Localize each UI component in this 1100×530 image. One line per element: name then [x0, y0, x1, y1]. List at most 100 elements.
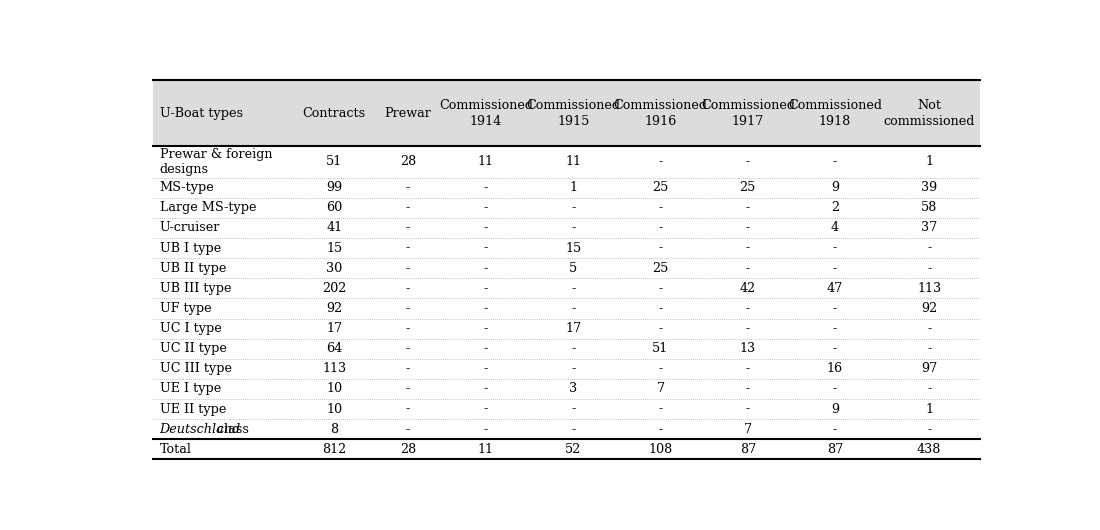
Text: -: - — [571, 201, 575, 214]
Text: 15: 15 — [565, 242, 581, 254]
Text: Commissioned
1917: Commissioned 1917 — [701, 99, 795, 128]
Text: -: - — [484, 242, 488, 254]
Text: 92: 92 — [327, 302, 342, 315]
Text: UF type: UF type — [160, 302, 211, 315]
Text: 64: 64 — [327, 342, 342, 355]
Text: -: - — [659, 242, 662, 254]
Text: -: - — [833, 262, 837, 275]
Text: -: - — [484, 423, 488, 436]
Text: -: - — [746, 242, 750, 254]
Text: -: - — [406, 282, 410, 295]
Text: U-Boat types: U-Boat types — [160, 107, 243, 120]
Text: 51: 51 — [327, 155, 342, 169]
Text: -: - — [406, 403, 410, 416]
Text: -: - — [406, 383, 410, 395]
Text: -: - — [833, 322, 837, 335]
Text: -: - — [406, 242, 410, 254]
Text: 113: 113 — [917, 282, 942, 295]
Text: 9: 9 — [830, 181, 839, 194]
Text: 99: 99 — [327, 181, 342, 194]
Text: 5: 5 — [569, 262, 578, 275]
Text: -: - — [746, 363, 750, 375]
Text: -: - — [484, 282, 488, 295]
Text: 7: 7 — [744, 423, 751, 436]
Text: UB III type: UB III type — [160, 282, 231, 295]
Text: -: - — [571, 342, 575, 355]
Text: 17: 17 — [327, 322, 342, 335]
Text: 10: 10 — [327, 403, 342, 416]
Text: 97: 97 — [921, 363, 937, 375]
Text: -: - — [746, 302, 750, 315]
Text: 52: 52 — [565, 443, 582, 456]
Text: -: - — [746, 155, 750, 169]
Text: -: - — [746, 403, 750, 416]
Text: 1: 1 — [925, 403, 933, 416]
Text: UE I type: UE I type — [160, 383, 221, 395]
Text: -: - — [659, 423, 662, 436]
Text: 92: 92 — [921, 302, 937, 315]
Text: -: - — [833, 342, 837, 355]
Text: UC I type: UC I type — [160, 322, 221, 335]
Text: Not
commissioned: Not commissioned — [883, 99, 975, 128]
Text: -: - — [484, 181, 488, 194]
Text: -: - — [406, 222, 410, 234]
Text: -: - — [484, 222, 488, 234]
Text: Large MS-type: Large MS-type — [160, 201, 256, 214]
Text: -: - — [746, 262, 750, 275]
Text: UE II type: UE II type — [160, 403, 226, 416]
Text: -: - — [484, 383, 488, 395]
Text: 1: 1 — [569, 181, 578, 194]
Text: -: - — [484, 302, 488, 315]
Text: Total: Total — [160, 443, 191, 456]
Text: -: - — [746, 383, 750, 395]
Text: 11: 11 — [477, 443, 494, 456]
Text: MS-type: MS-type — [160, 181, 215, 194]
Text: 42: 42 — [739, 282, 756, 295]
Text: UC III type: UC III type — [160, 363, 232, 375]
Text: -: - — [927, 342, 932, 355]
Text: 4: 4 — [830, 222, 839, 234]
Text: -: - — [659, 222, 662, 234]
Text: -: - — [406, 201, 410, 214]
Text: -: - — [571, 423, 575, 436]
Text: 25: 25 — [652, 262, 669, 275]
Text: 16: 16 — [827, 363, 843, 375]
Text: 17: 17 — [565, 322, 581, 335]
Text: UB II type: UB II type — [160, 262, 226, 275]
Text: -: - — [833, 423, 837, 436]
Text: -: - — [927, 322, 932, 335]
Text: -: - — [927, 383, 932, 395]
Text: 13: 13 — [739, 342, 756, 355]
Text: 28: 28 — [399, 155, 416, 169]
Text: -: - — [406, 363, 410, 375]
Text: Deutschland: Deutschland — [160, 423, 241, 436]
Text: 87: 87 — [827, 443, 844, 456]
Text: -: - — [833, 302, 837, 315]
Text: 113: 113 — [322, 363, 346, 375]
Text: 87: 87 — [739, 443, 756, 456]
Text: -: - — [406, 423, 410, 436]
Bar — [153, 80, 980, 146]
Text: class: class — [212, 423, 249, 436]
Text: -: - — [927, 262, 932, 275]
Text: -: - — [659, 302, 662, 315]
Text: -: - — [406, 262, 410, 275]
Text: 11: 11 — [565, 155, 581, 169]
Text: -: - — [571, 403, 575, 416]
Text: U-cruiser: U-cruiser — [160, 222, 220, 234]
Text: -: - — [571, 302, 575, 315]
Text: -: - — [571, 363, 575, 375]
Text: 9: 9 — [830, 403, 839, 416]
Text: -: - — [659, 155, 662, 169]
Text: -: - — [833, 383, 837, 395]
Text: 1: 1 — [925, 155, 933, 169]
Text: -: - — [406, 181, 410, 194]
Text: Commissioned
1916: Commissioned 1916 — [614, 99, 707, 128]
Text: Prewar: Prewar — [384, 107, 431, 120]
Text: 41: 41 — [327, 222, 342, 234]
Text: Commissioned
1915: Commissioned 1915 — [526, 99, 620, 128]
Text: 25: 25 — [652, 181, 669, 194]
Text: UB I type: UB I type — [160, 242, 221, 254]
Text: 47: 47 — [827, 282, 844, 295]
Text: 58: 58 — [921, 201, 937, 214]
